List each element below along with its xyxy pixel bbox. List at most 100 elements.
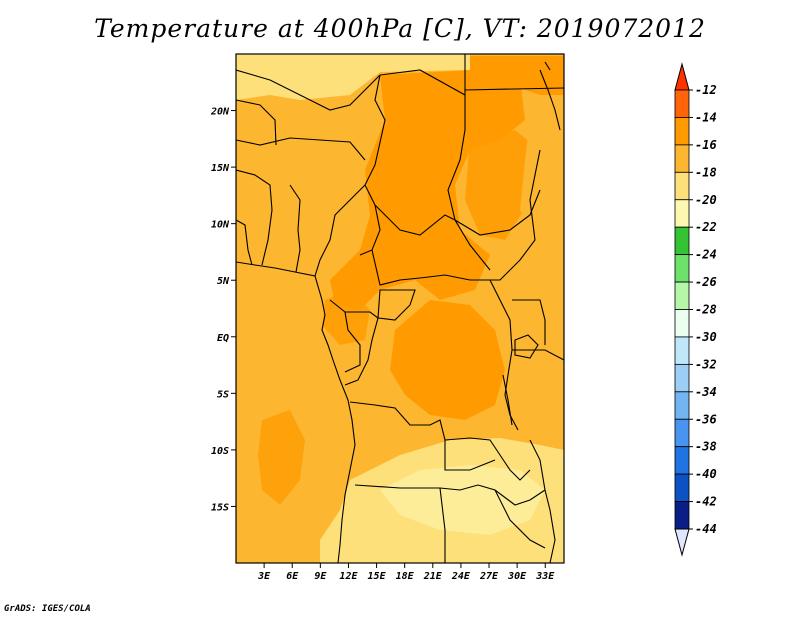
border-gabon-congo (344, 311, 361, 373)
border-mali-niger (236, 99, 277, 146)
lat-tick-label: 5S (217, 389, 229, 400)
lon-tick-label: 21E (423, 571, 443, 582)
colorbar-label: -30 (695, 330, 717, 344)
border-zambia (444, 437, 531, 481)
colorbar-swatch (674, 391, 690, 420)
colorbar-label: -40 (695, 467, 717, 481)
lat-tick-label: 5N (217, 276, 230, 287)
border-drc-east (489, 279, 519, 431)
shade-region-sahel-light (238, 130, 350, 230)
colorbar-label: -20 (695, 193, 717, 207)
colorbar-swatch (674, 363, 690, 393)
map-title: Temperature at 400hPa [C], VT: 201907201… (94, 14, 706, 43)
colorbar-label: -34 (695, 385, 717, 399)
colorbar-label: -42 (695, 495, 717, 509)
lat-tick-label: EQ (217, 333, 229, 344)
country-borders (236, 54, 564, 563)
shade-region-ethiopia-light (520, 110, 564, 260)
colorbar-swatch (674, 473, 690, 502)
shade-region-northeast (470, 56, 564, 95)
colorbar-swatch (674, 144, 690, 173)
colorbar-swatch (674, 336, 690, 365)
colorbar-swatch (674, 117, 690, 146)
border-botswana-zim (494, 489, 546, 549)
lon-tick-label: 12E (339, 571, 358, 582)
colorbar-label: -44 (695, 522, 717, 536)
colorbar-swatch (674, 446, 690, 475)
lat-tick-label: 10N (211, 220, 230, 231)
lon-tick-label: 6E (286, 571, 299, 582)
border-libya-chad (379, 69, 466, 130)
border-chad-sudan (447, 129, 491, 271)
colorbar-label: -38 (695, 440, 717, 454)
lon-tick-label: 3E (257, 571, 271, 582)
colorbar-bottom-arrow (674, 528, 690, 557)
shade-region-congo (390, 300, 505, 420)
longitude-axis: 3E 6E 9E 12E 15E 18E 21E 24E 27E 30E 33E (257, 563, 555, 582)
map-panel: 3E 6E 9E 12E 15E 18E 21E 24E 27E 30E 33E 20N 15N 10N… (210, 53, 565, 582)
colorbar-swatch (674, 418, 690, 448)
colorbar: -12 -14 -16 -18 -20 -22 -24 -26 -28 -30 -32 -34 -36 -… (674, 62, 717, 557)
colorbar-top-arrow (674, 62, 690, 91)
lon-tick-label: 15E (368, 571, 387, 582)
colorbar-label: -26 (695, 275, 717, 289)
lat-tick-label: 20N (210, 107, 230, 118)
colorbar-label: -18 (695, 165, 717, 179)
border-niger-nigeria (236, 137, 366, 161)
lon-tick-label: 18E (396, 571, 415, 582)
colorbar-swatch (674, 254, 690, 283)
border-west-africa-2 (289, 184, 301, 273)
border-algeria-niger (236, 69, 381, 111)
colorbar-swatch (674, 501, 690, 530)
border-cameroon-gabon (329, 299, 379, 319)
colorbar-label: -24 (695, 248, 717, 262)
coastline-west (236, 261, 356, 563)
lat-tick-label: 15N (211, 163, 230, 174)
nile-delta (544, 61, 551, 71)
lon-tick-label: 24E (451, 571, 471, 582)
map-frame (235, 53, 565, 564)
border-malawi (529, 439, 551, 511)
latitude-axis: 20N 15N 10N 5N EQ 5S 10S 15S (210, 107, 236, 513)
lat-tick-label: 10S (211, 446, 229, 457)
colorbar-swatch (674, 89, 690, 118)
colorbar-swatch (674, 309, 690, 338)
footer-credit: GrADS: IGES/COLA (4, 604, 91, 614)
shade-region-southwest (258, 410, 305, 505)
border-cameroon-chad (359, 204, 381, 256)
lon-tick-label: 30E (507, 571, 527, 582)
border-cameroon-nigeria (314, 184, 366, 277)
border-namibia-botswana (439, 487, 446, 563)
border-ethiopia (490, 149, 541, 281)
border-car-south (371, 249, 490, 286)
shade-region-south-lightest (380, 465, 545, 535)
red-sea-coast (539, 69, 561, 131)
border-west-africa-3 (236, 219, 253, 266)
colorbar-label: -22 (695, 220, 717, 234)
lon-tick-label: 27E (479, 571, 499, 582)
colorbar-label: -28 (695, 303, 717, 317)
colorbar-label: -12 (695, 83, 717, 97)
colorbar-swatch (674, 171, 690, 201)
shade-region-north-pale (236, 54, 470, 100)
lat-tick-label: 15S (211, 502, 229, 513)
border-west-africa-1 (236, 169, 273, 266)
colorbar-label: -16 (695, 138, 717, 152)
border-uganda-kenya (512, 299, 546, 345)
border-mozambique (549, 509, 556, 563)
lon-tick-label: 33E (535, 571, 555, 582)
border-sudan-ssudan (454, 189, 541, 236)
lake-victoria (514, 334, 539, 359)
border-congo-drc (344, 289, 416, 386)
colorbar-swatch (674, 226, 690, 256)
colorbar-label: -36 (695, 412, 717, 426)
colorbar-swatch (674, 281, 690, 310)
border-drc-angola (349, 401, 496, 471)
border-tanzania (512, 349, 564, 361)
border-chad-car (374, 204, 456, 236)
colorbar-swatch (674, 199, 690, 228)
colorbar-label: -32 (695, 357, 717, 371)
border-zambia-zimbabwe (477, 484, 546, 506)
lon-tick-label: 9E (314, 571, 327, 582)
